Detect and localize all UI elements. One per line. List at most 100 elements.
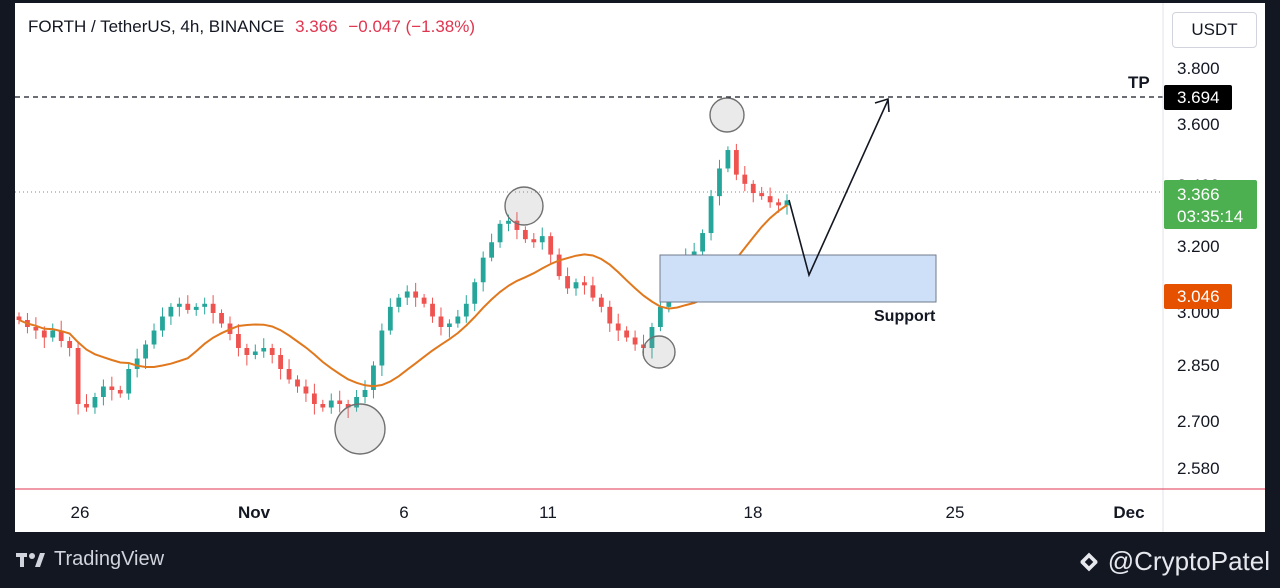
candle bbox=[447, 319, 452, 338]
candle bbox=[320, 399, 326, 412]
candle bbox=[379, 323, 385, 376]
price-axis[interactable]: 3.800 3.600 3.400 3.200 3.000 2.850 2.70… bbox=[1177, 59, 1220, 478]
candle bbox=[160, 307, 165, 337]
author-handle: @CryptoPatel bbox=[1076, 546, 1270, 577]
candle bbox=[286, 359, 292, 384]
candle bbox=[117, 385, 123, 398]
candle bbox=[522, 226, 528, 243]
candle bbox=[396, 293, 402, 313]
y-tick: 2.580 bbox=[1177, 459, 1220, 478]
tp-label: TP bbox=[1128, 73, 1150, 92]
last-price: 3.366 bbox=[295, 17, 338, 36]
candle bbox=[176, 297, 182, 317]
candle bbox=[489, 233, 495, 262]
candle bbox=[371, 361, 376, 399]
candle bbox=[615, 313, 621, 341]
swing-circle-low-1 bbox=[334, 403, 386, 455]
current-price-badge: 3.366 03:35:14 bbox=[1164, 180, 1257, 229]
candle bbox=[210, 295, 216, 324]
candle bbox=[387, 298, 393, 335]
tp-price-badge: 3.694 bbox=[1164, 85, 1232, 110]
x-tick: Dec bbox=[1113, 503, 1144, 522]
candle bbox=[311, 383, 317, 415]
y-tick: 3.800 bbox=[1177, 59, 1220, 78]
candle bbox=[733, 143, 739, 181]
candle bbox=[767, 187, 773, 208]
y-tick: 2.700 bbox=[1177, 412, 1220, 431]
candle bbox=[539, 227, 545, 250]
candle bbox=[438, 307, 444, 336]
projection-arrow bbox=[788, 97, 890, 278]
swing-circles bbox=[334, 97, 745, 455]
candle bbox=[134, 348, 140, 378]
tradingview-icon bbox=[16, 552, 45, 567]
candle bbox=[328, 393, 334, 414]
candle bbox=[109, 376, 115, 401]
candle bbox=[58, 320, 64, 348]
candle bbox=[168, 303, 174, 325]
x-tick: Nov bbox=[238, 503, 271, 522]
candle bbox=[236, 324, 241, 357]
svg-text:3.366: 3.366 bbox=[1177, 185, 1220, 204]
candle bbox=[624, 326, 630, 342]
x-tick: 11 bbox=[539, 503, 557, 522]
candle bbox=[362, 380, 368, 404]
candle bbox=[50, 323, 56, 342]
candle bbox=[700, 229, 706, 258]
candle bbox=[404, 285, 410, 306]
candle bbox=[463, 295, 469, 323]
swing-circle-high-1 bbox=[504, 186, 544, 226]
candles-layer bbox=[16, 143, 790, 418]
binance-icon bbox=[1080, 552, 1098, 571]
candle bbox=[252, 344, 258, 360]
candle bbox=[784, 194, 790, 215]
svg-text:3.694: 3.694 bbox=[1177, 88, 1220, 107]
candle bbox=[354, 390, 359, 412]
swing-circle-low-2 bbox=[642, 335, 676, 369]
candle bbox=[413, 282, 419, 307]
candle bbox=[278, 348, 284, 380]
candle bbox=[708, 190, 714, 241]
candle bbox=[244, 343, 250, 366]
candle bbox=[742, 166, 748, 192]
candle bbox=[582, 276, 587, 295]
x-tick: 25 bbox=[946, 503, 965, 522]
y-tick: 3.200 bbox=[1177, 237, 1220, 256]
currency-unit-button[interactable]: USDT bbox=[1172, 12, 1257, 48]
candle bbox=[92, 392, 98, 414]
candle bbox=[269, 343, 275, 364]
candle bbox=[573, 278, 579, 296]
tradingview-logo[interactable]: TradingView bbox=[16, 548, 164, 571]
candle bbox=[295, 375, 300, 393]
candle bbox=[345, 399, 351, 418]
candle bbox=[75, 341, 81, 415]
x-tick: 6 bbox=[399, 503, 408, 522]
candle bbox=[759, 186, 765, 200]
candle bbox=[531, 233, 537, 248]
candle bbox=[430, 297, 435, 323]
moving-average-line bbox=[18, 204, 788, 388]
candle bbox=[143, 340, 148, 369]
support-zone[interactable] bbox=[659, 254, 937, 303]
candle bbox=[480, 251, 486, 292]
candle bbox=[632, 330, 638, 351]
bar-countdown: 03:35:14 bbox=[1177, 207, 1243, 226]
handle-text: @CryptoPatel bbox=[1107, 546, 1270, 576]
candle bbox=[33, 317, 39, 339]
candle bbox=[303, 379, 309, 402]
x-tick: 18 bbox=[744, 503, 763, 522]
candle bbox=[548, 232, 554, 264]
candle bbox=[607, 300, 613, 332]
candle bbox=[472, 278, 478, 312]
price-chart[interactable]: TP Support 3.800 3.600 3.400 3.200 3.000… bbox=[15, 3, 1265, 532]
candle bbox=[202, 297, 208, 315]
candle bbox=[514, 212, 520, 240]
candle bbox=[100, 379, 106, 406]
y-tick: 2.850 bbox=[1177, 356, 1220, 375]
symbol-label[interactable]: FORTH / TetherUS, 4h, BINANCE bbox=[28, 17, 285, 36]
candle bbox=[126, 362, 132, 400]
time-axis[interactable]: 26 Nov 6 11 18 25 Dec bbox=[71, 503, 1145, 522]
candle bbox=[185, 295, 191, 314]
chart-frame: FORTH / TetherUS, 4h, BINANCE 3.366 −0.0… bbox=[15, 3, 1265, 532]
support-label: Support bbox=[874, 308, 936, 325]
